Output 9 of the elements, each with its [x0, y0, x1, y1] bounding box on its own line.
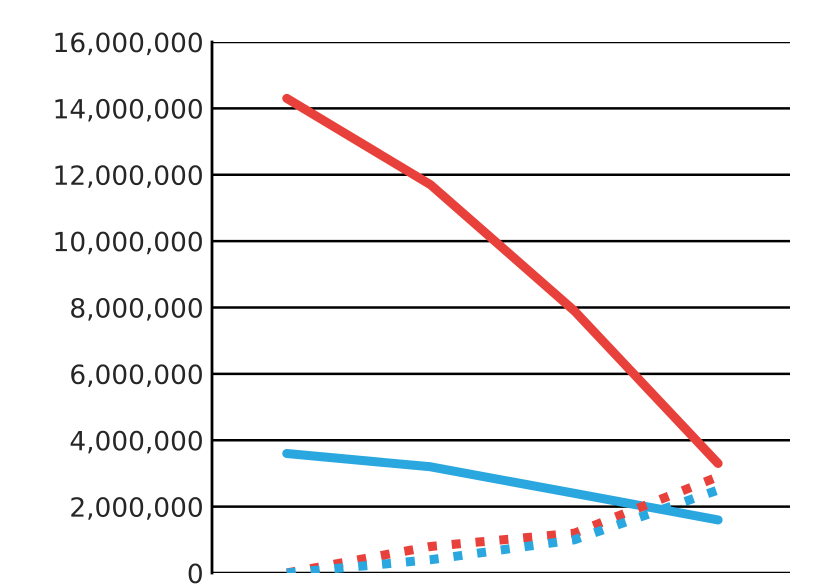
y-tick-label: 0: [188, 563, 202, 584]
y-tick-label: 14,000,000: [55, 98, 202, 122]
y-tick-label: 4,000,000: [70, 430, 202, 454]
y-tick-label: 2,000,000: [71, 497, 202, 520]
y-tick-label: 8,000,000: [71, 298, 202, 321]
y-tick-label: 6,000,000: [71, 364, 202, 387]
y-tick-label: 16,000,000: [55, 32, 202, 56]
y-tick-label: 10,000,000: [55, 232, 202, 254]
y-tick-label: 12,000,000: [55, 165, 202, 188]
